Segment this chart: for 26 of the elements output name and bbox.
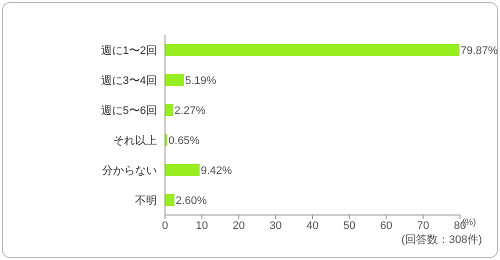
data-label: 2.60% bbox=[176, 194, 207, 207]
y-tick-label: 分からない bbox=[102, 164, 157, 177]
x-tick-label: 10 bbox=[196, 220, 208, 232]
y-tick-label: 週に1〜2回 bbox=[100, 44, 157, 57]
data-label: 9.42% bbox=[200, 164, 232, 177]
data-label: 0.65% bbox=[168, 134, 200, 147]
y-tick-label: 不明 bbox=[135, 194, 157, 207]
data-label: 2.27% bbox=[174, 104, 206, 117]
y-tick-label: それ以上 bbox=[113, 134, 157, 147]
bar bbox=[165, 104, 174, 116]
x-tick-label: 20 bbox=[232, 220, 245, 232]
y-tick-label: 週に5〜6回 bbox=[100, 104, 157, 117]
x-tick-label: 0 bbox=[162, 220, 168, 232]
bar bbox=[165, 44, 460, 56]
data-label: 5.19% bbox=[185, 74, 217, 87]
y-tick-label: 週に3〜4回 bbox=[100, 74, 157, 87]
x-tick-label: 30 bbox=[270, 220, 282, 232]
x-tick-label: 60 bbox=[380, 220, 392, 232]
x-tick-label: 70 bbox=[417, 220, 430, 232]
bar bbox=[165, 74, 184, 86]
text: (回答数：308件) bbox=[401, 233, 482, 247]
x-tick-label: 50 bbox=[343, 220, 356, 232]
x-tick-label: 40 bbox=[306, 220, 319, 232]
data-label: 79.87% bbox=[460, 44, 498, 57]
bar bbox=[165, 164, 200, 176]
bar bbox=[165, 194, 175, 206]
